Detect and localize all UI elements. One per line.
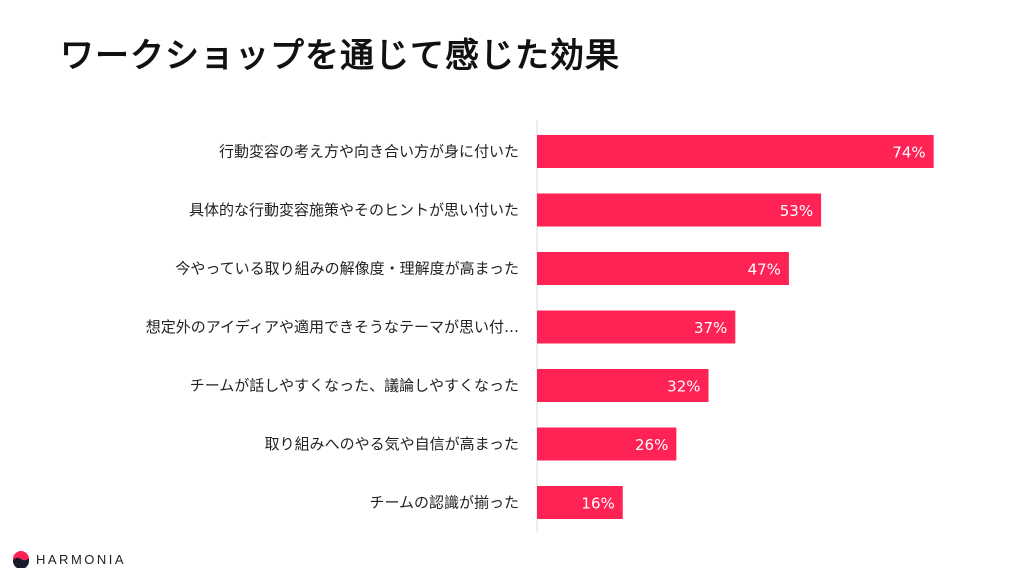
value-label: 16% bbox=[581, 495, 614, 513]
value-label: 32% bbox=[667, 378, 700, 396]
bar bbox=[537, 135, 934, 168]
page-title: ワークショップを通じて感じた効果 bbox=[60, 36, 620, 76]
category-label: 具体的な行動変容施策やそのヒントが思い付いた bbox=[189, 201, 519, 219]
value-label: 53% bbox=[780, 202, 813, 220]
category-label: 想定外のアイディアや適用できそうなテーマが思い付… bbox=[146, 318, 519, 336]
bar bbox=[537, 193, 822, 227]
bar bbox=[537, 486, 623, 519]
category-label: 取り組みへのやる気や自信が高まった bbox=[265, 435, 519, 453]
brand-footer: HARMONIA bbox=[12, 550, 126, 568]
category-label: 今やっている取り組みの解像度・理解度が高まった bbox=[175, 260, 519, 278]
category-label: 行動変容の考え方や向き合い方が身に付いた bbox=[219, 143, 519, 161]
category-label: チームの認識が揃った bbox=[369, 494, 519, 512]
brand-name: HARMONIA bbox=[36, 551, 127, 567]
value-label: 74% bbox=[892, 144, 925, 162]
bar bbox=[537, 369, 709, 402]
value-label: 26% bbox=[635, 436, 668, 454]
harmonia-logo-icon bbox=[13, 551, 29, 568]
bar bbox=[537, 310, 736, 344]
bar bbox=[537, 427, 677, 461]
bar bbox=[537, 252, 789, 285]
value-label: 47% bbox=[748, 261, 781, 279]
value-label: 37% bbox=[694, 319, 727, 337]
category-label: チームが話しやすくなった、議論しやすくなった bbox=[190, 377, 519, 395]
